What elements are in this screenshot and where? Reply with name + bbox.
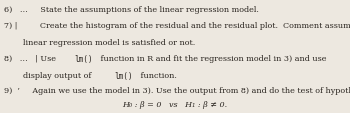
Text: H₀ : β = 0   vs   H₁ : β ≠ 0.: H₀ : β = 0 vs H₁ : β ≠ 0. (122, 100, 228, 108)
Text: 7) |         Create the histogram of the residual and the residual plot.  Commen: 7) | Create the histogram of the residua… (4, 22, 350, 30)
Text: function in R and fit the regression model in 3) and use: function in R and fit the regression mod… (98, 54, 329, 62)
Text: linear regression model is satisfied or not.: linear regression model is satisfied or … (23, 39, 195, 47)
Text: display output of: display output of (23, 71, 94, 79)
Text: lm(): lm() (75, 54, 93, 63)
Text: 8)   …   | Use: 8) … | Use (4, 54, 59, 62)
Text: lm(): lm() (114, 71, 133, 80)
Text: 6)   …     State the assumptions of the linear regression model.: 6) … State the assumptions of the linear… (4, 6, 259, 14)
Text: function.: function. (138, 71, 177, 79)
Text: 9)  ’     Again we use the model in 3). Use the output from 8) and do the test o: 9) ’ Again we use the model in 3). Use t… (4, 86, 350, 94)
